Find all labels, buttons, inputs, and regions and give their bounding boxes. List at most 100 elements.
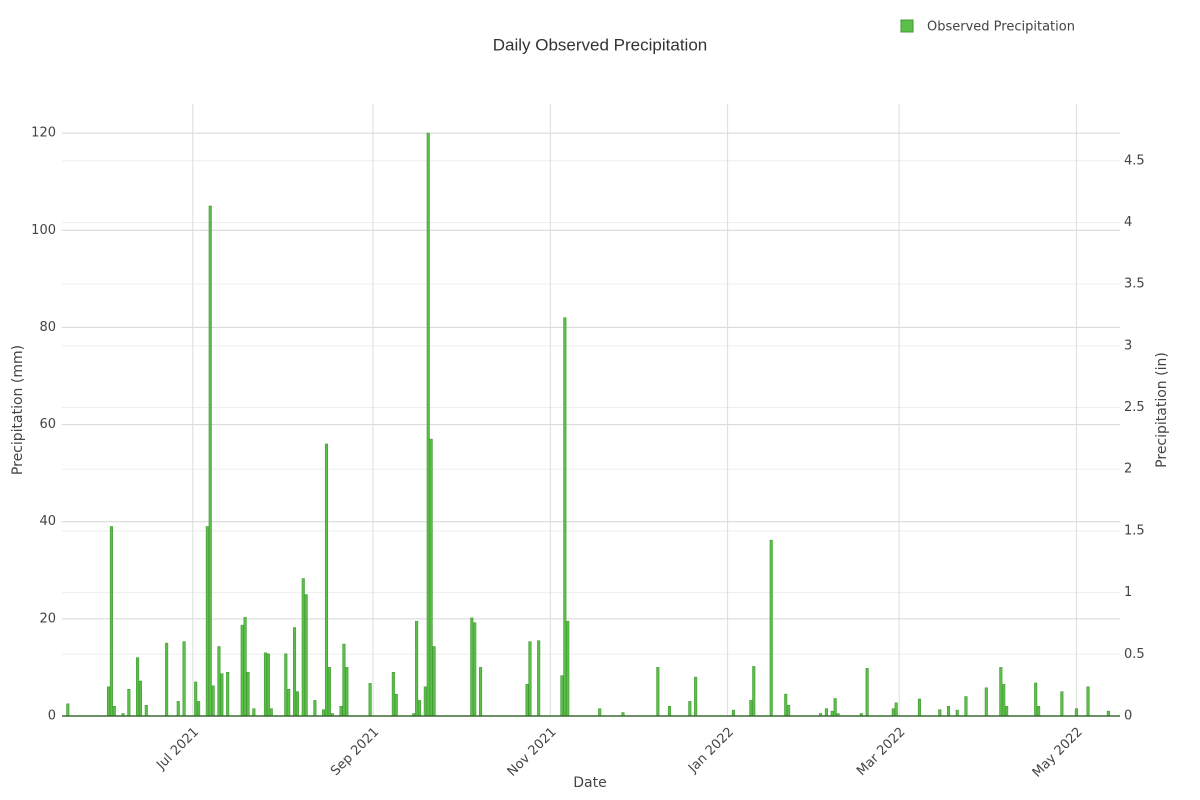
bar (144, 705, 148, 717)
x-tick-label: Nov 2021 (505, 725, 560, 780)
bar (176, 701, 180, 717)
bar (955, 709, 959, 717)
bar (731, 709, 735, 717)
bar (112, 705, 116, 717)
bar (368, 683, 372, 717)
bar (313, 700, 317, 717)
bar (479, 667, 483, 717)
bar (865, 668, 869, 717)
bar (560, 675, 564, 717)
y-tick-label: 20 (39, 611, 56, 626)
bar (984, 687, 988, 717)
bar (138, 680, 143, 717)
bar (220, 673, 224, 717)
y2-tick-label: 0 (1124, 709, 1132, 724)
bar (66, 703, 70, 717)
y-tick-label: 40 (39, 514, 56, 529)
bar (1002, 684, 1006, 717)
bar (769, 539, 773, 717)
bar (946, 705, 951, 717)
bar (752, 666, 756, 717)
y-tick-label: 80 (39, 320, 56, 335)
bar (252, 708, 256, 717)
bar (1034, 682, 1038, 717)
bar (566, 620, 570, 717)
bar (563, 317, 567, 717)
x-tick-label: Mar 2022 (854, 725, 908, 779)
bar (243, 617, 247, 717)
bar (345, 667, 349, 717)
x-tick-label: Jan 2022 (685, 725, 737, 777)
bar (426, 132, 430, 717)
bar (304, 594, 308, 717)
x-tick-label: Jul 2021 (153, 725, 202, 774)
y2-axis-title: Precipitation (in) (1154, 352, 1170, 468)
bar (891, 708, 895, 717)
bar (226, 671, 230, 717)
x-tick-label: Sep 2021 (328, 725, 382, 779)
bar (824, 708, 828, 717)
bar (528, 641, 532, 717)
bar (327, 667, 331, 717)
bar (1060, 691, 1064, 717)
bar (999, 667, 1003, 717)
bar (938, 709, 942, 717)
bar (339, 705, 343, 717)
bar (688, 701, 692, 717)
bar (165, 642, 169, 717)
y-tick-label: 60 (39, 417, 56, 432)
y2-tick-label: 3.5 (1124, 277, 1145, 292)
bar (432, 646, 436, 717)
bar (301, 578, 305, 717)
bar (182, 641, 186, 717)
bar (127, 688, 131, 717)
bar (1005, 705, 1009, 717)
bar (787, 705, 791, 717)
bar (284, 653, 288, 717)
y-axis-title: Precipitation (mm) (10, 345, 26, 475)
bar (525, 684, 529, 717)
bar (917, 698, 921, 717)
bar (292, 627, 297, 717)
bar (205, 526, 209, 717)
y-tick-label: 100 (31, 223, 56, 238)
bar (749, 700, 753, 717)
bar (208, 205, 212, 717)
bar (964, 696, 968, 717)
bar (287, 688, 291, 717)
bar (211, 685, 215, 717)
bar (415, 620, 419, 717)
bar (295, 691, 299, 717)
bar (109, 526, 113, 717)
y2-tick-label: 3 (1124, 338, 1132, 353)
bar (394, 693, 398, 717)
bar (217, 646, 221, 717)
legend-label: Observed Precipitation (927, 20, 1075, 35)
y-tick-label: 120 (31, 126, 56, 141)
bar (537, 640, 541, 717)
bar (106, 686, 111, 717)
bar (1086, 686, 1090, 717)
bar (342, 643, 346, 717)
y2-tick-label: 2 (1124, 462, 1132, 477)
bar (194, 681, 198, 717)
bar (269, 708, 273, 717)
y2-tick-label: 1.5 (1124, 523, 1145, 538)
bar (833, 698, 837, 717)
bar (667, 705, 672, 717)
y2-tick-label: 1 (1124, 585, 1132, 600)
x-axis-title: Date (573, 775, 606, 791)
bar (1074, 708, 1078, 717)
bar (473, 622, 477, 717)
bar (1037, 705, 1041, 717)
y-tick-label: 0 (48, 709, 56, 724)
bar (322, 709, 326, 717)
y2-tick-label: 2.5 (1124, 400, 1145, 415)
bar (894, 702, 898, 717)
y2-tick-label: 4.5 (1124, 153, 1145, 168)
bar (470, 617, 474, 717)
bar (423, 686, 427, 717)
bar (429, 438, 433, 717)
bar (136, 657, 140, 717)
